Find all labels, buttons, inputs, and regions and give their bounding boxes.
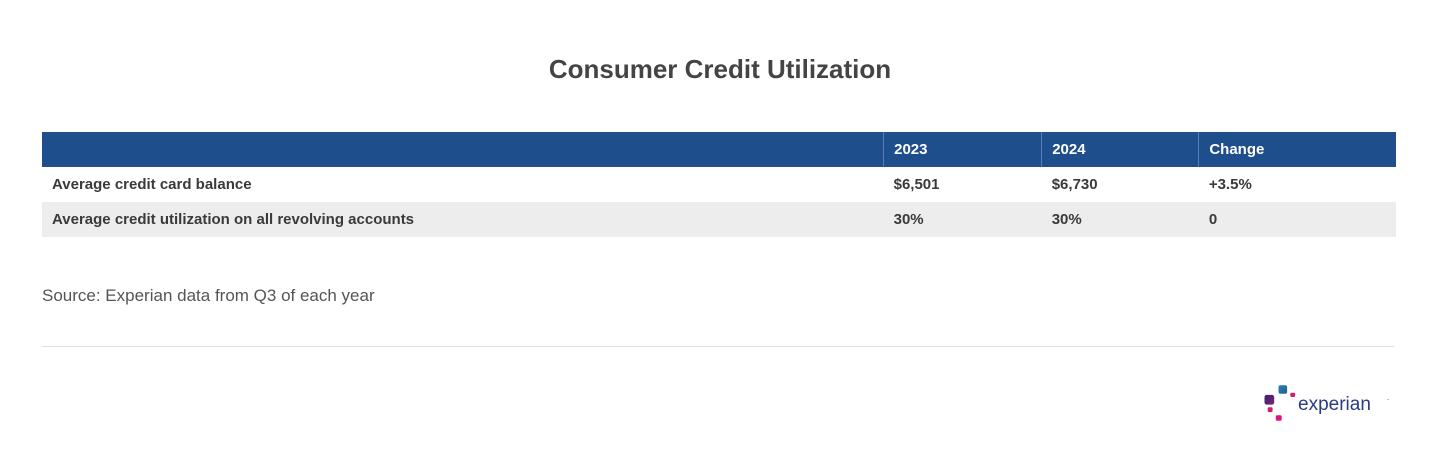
- svg-text:.: .: [1387, 393, 1389, 402]
- svg-text:experian: experian: [1298, 394, 1371, 415]
